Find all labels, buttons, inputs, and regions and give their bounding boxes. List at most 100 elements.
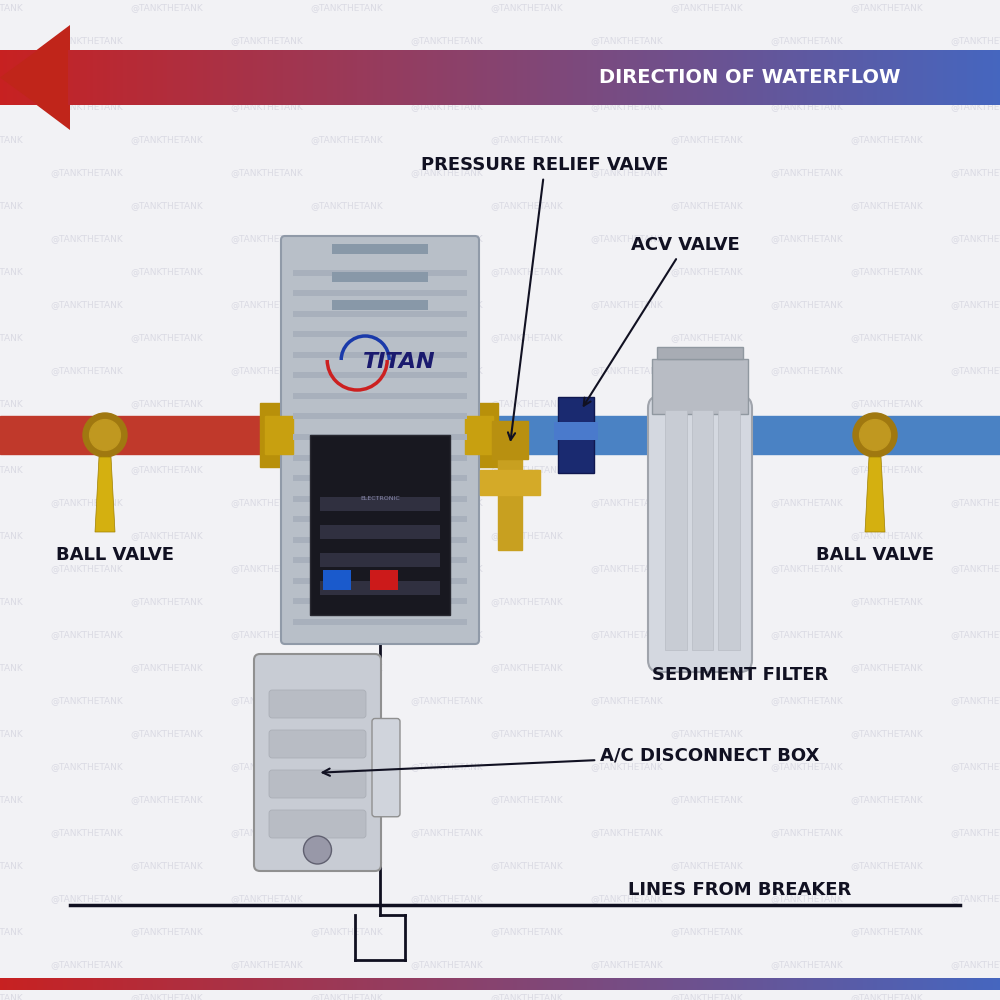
Bar xyxy=(633,50,638,105)
Bar xyxy=(473,50,478,105)
Bar xyxy=(377,50,381,105)
Bar xyxy=(593,978,598,990)
Text: @TANKTHETANK: @TANKTHETANK xyxy=(410,894,483,903)
Bar xyxy=(550,978,554,990)
Bar xyxy=(477,50,481,105)
Bar xyxy=(557,50,561,105)
Text: @TANKTHETANK: @TANKTHETANK xyxy=(850,201,923,210)
Text: @TANKTHETANK: @TANKTHETANK xyxy=(590,960,663,969)
Bar xyxy=(447,978,451,990)
Bar xyxy=(213,50,218,105)
Bar xyxy=(427,50,431,105)
Bar xyxy=(760,978,764,990)
Bar xyxy=(820,50,824,105)
Bar xyxy=(870,50,874,105)
Bar xyxy=(967,978,971,990)
Bar xyxy=(233,50,238,105)
Bar xyxy=(993,50,998,105)
Bar xyxy=(233,978,238,990)
Bar xyxy=(707,50,711,105)
Bar xyxy=(827,50,831,105)
Text: TITAN: TITAN xyxy=(363,352,435,372)
Bar xyxy=(643,50,648,105)
Bar xyxy=(133,50,138,105)
Bar xyxy=(667,50,671,105)
Bar xyxy=(620,50,624,105)
Bar xyxy=(513,978,518,990)
Bar xyxy=(67,978,71,990)
Bar xyxy=(810,50,814,105)
Bar xyxy=(113,978,118,990)
Bar xyxy=(973,50,978,105)
Bar xyxy=(53,978,58,990)
Bar xyxy=(487,978,491,990)
Bar xyxy=(650,50,654,105)
Text: @TANKTHETANK: @TANKTHETANK xyxy=(410,168,483,177)
Bar xyxy=(420,978,424,990)
FancyBboxPatch shape xyxy=(254,654,381,871)
Text: @TANKTHETANK: @TANKTHETANK xyxy=(230,960,303,969)
FancyBboxPatch shape xyxy=(269,810,366,838)
Bar xyxy=(80,978,84,990)
Text: @TANKTHETANK: @TANKTHETANK xyxy=(770,300,843,309)
Bar xyxy=(360,978,364,990)
Bar xyxy=(880,50,884,105)
Text: @TANKTHETANK: @TANKTHETANK xyxy=(590,828,663,837)
Bar xyxy=(287,978,291,990)
Bar xyxy=(917,50,921,105)
Bar xyxy=(663,50,668,105)
Bar xyxy=(903,50,908,105)
Bar xyxy=(653,50,658,105)
Bar xyxy=(467,978,471,990)
Bar xyxy=(750,978,754,990)
Bar xyxy=(807,978,811,990)
Bar xyxy=(683,50,688,105)
Bar xyxy=(173,978,178,990)
Bar xyxy=(933,50,938,105)
Bar xyxy=(100,50,104,105)
Bar xyxy=(370,50,374,105)
Bar xyxy=(423,50,428,105)
Bar xyxy=(293,475,467,481)
Bar xyxy=(583,978,588,990)
Bar xyxy=(637,978,641,990)
Bar xyxy=(913,978,918,990)
Text: @TANKTHETANK: @TANKTHETANK xyxy=(850,531,923,540)
Bar xyxy=(353,978,358,990)
Bar xyxy=(497,50,501,105)
Text: LINES FROM BREAKER: LINES FROM BREAKER xyxy=(628,881,852,899)
Text: @TANKTHETANK: @TANKTHETANK xyxy=(670,3,743,12)
Bar xyxy=(260,978,264,990)
Bar xyxy=(367,978,371,990)
Text: @TANKTHETANK: @TANKTHETANK xyxy=(130,663,203,672)
Bar xyxy=(323,50,328,105)
Bar xyxy=(947,978,951,990)
Bar xyxy=(367,50,371,105)
Bar xyxy=(293,598,467,604)
Text: @TANKTHETANK: @TANKTHETANK xyxy=(670,333,743,342)
Bar xyxy=(563,50,568,105)
Bar xyxy=(943,978,948,990)
Bar xyxy=(147,978,151,990)
Bar xyxy=(610,50,614,105)
Bar xyxy=(700,978,704,990)
Text: @TANKTHETANK: @TANKTHETANK xyxy=(770,696,843,705)
Bar xyxy=(253,50,258,105)
Bar xyxy=(833,978,838,990)
Circle shape xyxy=(83,413,127,457)
Bar xyxy=(343,50,348,105)
Bar xyxy=(237,50,241,105)
Bar xyxy=(813,978,818,990)
Bar xyxy=(360,50,364,105)
Bar xyxy=(783,50,788,105)
Bar xyxy=(910,50,914,105)
Circle shape xyxy=(860,420,890,450)
Bar xyxy=(547,50,551,105)
Bar xyxy=(503,978,508,990)
Text: @TANKTHETANK: @TANKTHETANK xyxy=(410,960,483,969)
Bar xyxy=(737,978,741,990)
Bar xyxy=(327,50,331,105)
Bar xyxy=(693,50,698,105)
Bar xyxy=(653,50,658,105)
Bar xyxy=(830,50,834,105)
